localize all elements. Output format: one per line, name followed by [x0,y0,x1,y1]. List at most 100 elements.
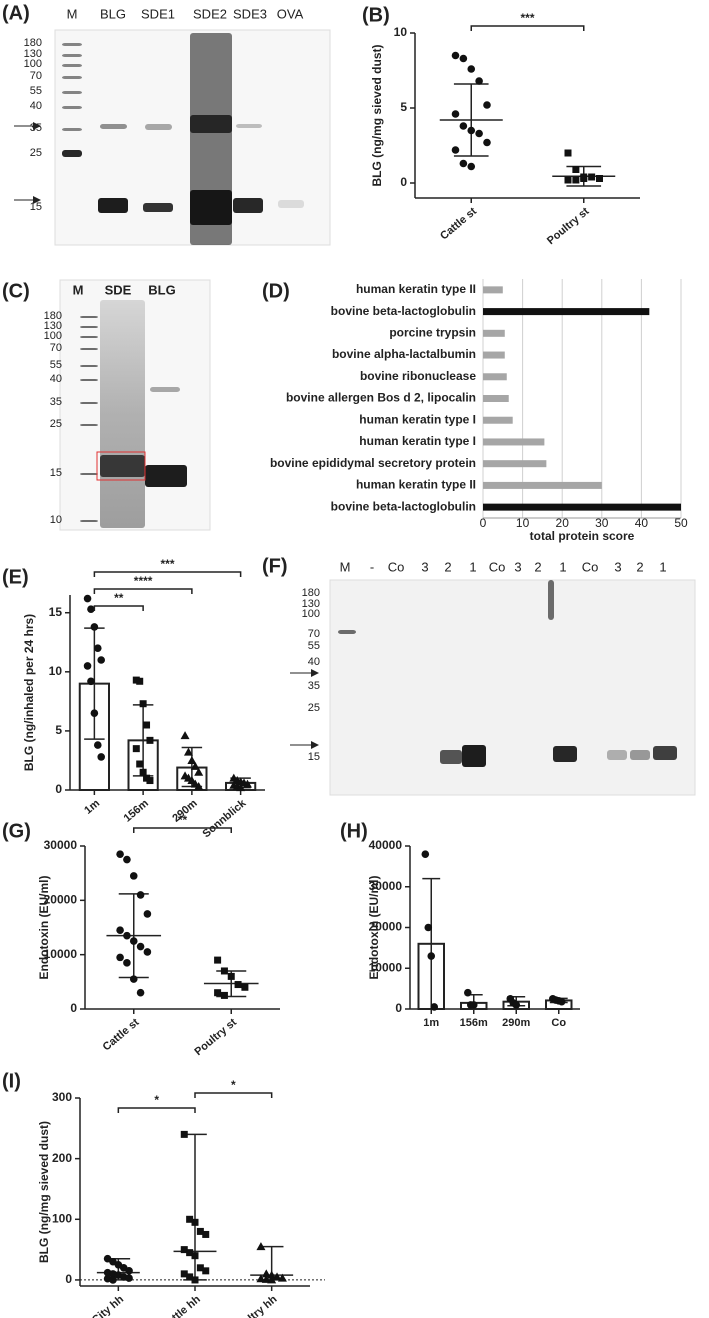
gel-band [98,198,128,213]
y-tick-label: 0 [70,1001,77,1015]
data-point [220,991,228,999]
y-tick-label: 10000 [44,947,78,961]
x-tick-label: 20 [556,516,570,530]
gel-band [440,750,462,764]
data-point [475,129,483,138]
marker-label: 25 [308,702,320,714]
lane-label: 2 [636,559,643,574]
data-point [572,166,580,173]
data-point [564,176,572,184]
data-point [272,1272,282,1281]
marker-label: 55 [30,85,42,97]
data-point [256,1274,266,1283]
marker-label: 35 [308,680,320,692]
marker-label: 15 [50,467,62,479]
y-tick-label: 10000 [369,960,403,974]
lane-label: M [73,282,84,297]
data-point [129,872,138,880]
x-tick-label: Poultry st [545,205,592,247]
gel-band [80,473,98,475]
data-point [483,138,491,147]
data-point [125,1267,133,1275]
data-point [467,162,476,171]
data-point [139,700,147,708]
gel-band [145,124,172,130]
gel-band [233,198,263,213]
data-point [97,656,105,664]
lane-label: M [340,559,351,574]
y-axis-label: BLG (ng/mg sieved dust) [37,1121,51,1263]
data-point [83,662,92,670]
data-point [186,1249,194,1257]
category-label: bovine ribonuclease [360,369,476,383]
marker-label: 70 [308,628,320,640]
data-point [191,1276,199,1284]
gel-band [190,115,232,133]
marker-label: 55 [50,359,62,371]
y-axis-label: BLG (ng/inhaled per 24 hrs) [22,614,36,771]
data-point [588,173,596,181]
lane-label: 1 [659,559,666,574]
x-tick-label: Poultry st [192,1016,239,1058]
lane-label: 2 [444,559,451,574]
data-point [464,988,472,997]
lane-label: BLG [148,282,175,297]
significance-bracket [93,605,144,611]
data-point [183,747,193,756]
marker-label: 130 [302,598,320,610]
gel-band [80,365,98,367]
data-point [483,101,491,109]
x-tick-label: 1m [82,797,102,817]
significance-label: * [154,1093,159,1107]
significance-label: * [231,1078,236,1092]
data-point [277,1273,287,1282]
marker-label: 130 [44,320,62,332]
x-axis-label: total protein score [530,529,635,543]
y-axis-label: Endotoxin (EU/ml) [37,876,51,980]
data-point [116,926,124,935]
data-point [123,855,131,864]
data-point [220,967,228,975]
data-point [125,1274,133,1282]
x-tick-label: Cattle st [101,1016,142,1053]
data-point [475,77,483,85]
marker-label: 25 [50,418,62,430]
data-point [83,594,92,603]
y-tick-label: 20000 [369,920,403,934]
data-point [196,1227,204,1235]
y-tick-label: 5 [55,723,62,737]
data-point [234,981,242,989]
category-label: bovine allergen Bos d 2, lipocalin [286,391,476,405]
category-label: human keratin type II [356,478,476,492]
highlight-box [96,451,146,481]
bar [483,416,513,424]
data-point [267,1275,277,1284]
data-point [194,767,204,776]
x-tick-label: City hh [90,1293,126,1318]
data-point [190,761,200,770]
marker-label: 35 [50,396,62,408]
gel-band [80,316,98,318]
data-point [132,745,140,753]
y-tick-label: 0 [55,782,62,796]
data-point [261,1274,271,1283]
data-point [241,983,249,991]
gel-band [278,200,304,208]
marker-label: 25 [30,147,42,159]
gel-band [62,54,82,57]
data-point [90,709,99,717]
data-point [261,1269,271,1278]
marker-label: 180 [44,310,62,322]
bar [483,373,507,381]
y-tick-label: 10 [49,664,63,678]
y-tick-label: 0 [400,175,407,189]
lane-label: 1 [559,559,566,574]
lane-label: 1 [469,559,476,574]
gel-band [80,336,98,338]
gel-band [462,745,486,767]
y-tick-label: 10 [394,25,408,39]
lane-label: SDE2 [193,6,227,21]
y-tick-label: 30000 [44,838,78,852]
data-point [139,768,147,776]
marker-label: 40 [30,100,42,112]
